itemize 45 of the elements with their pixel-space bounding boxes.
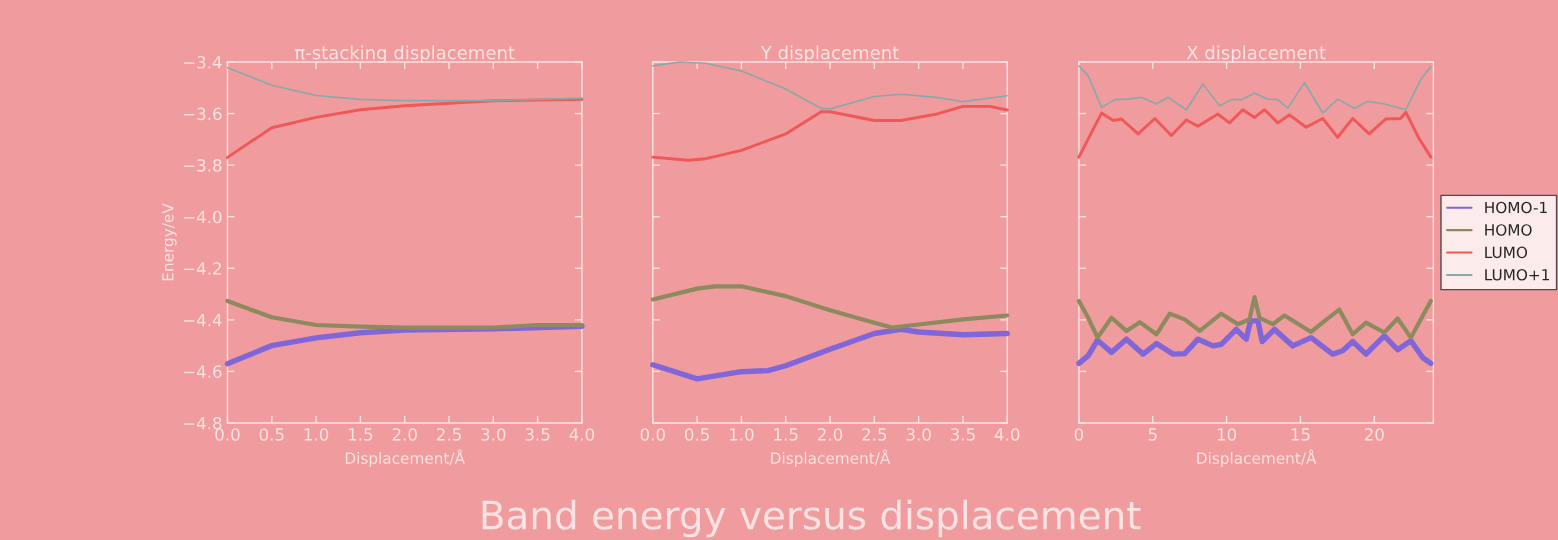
x-axis-title: Displacement/Å (771, 449, 891, 467)
x-tick-label: 5 (1148, 428, 1157, 441)
x-tick-label: 15 (1291, 428, 1310, 441)
legend-label: HOMO (1485, 224, 1532, 236)
line-series (225, 298, 584, 330)
x-tick-label: 0.5 (684, 428, 709, 441)
x-tick-label: 0.0 (215, 428, 240, 441)
x-axis-title: Displacement/Å (345, 449, 465, 467)
chart-title: Y displacement (760, 45, 899, 63)
x-tick-label: 4.0 (569, 428, 595, 441)
x-tick-label: 1.0 (729, 428, 754, 441)
y-tick-label: −4.0 (183, 210, 222, 224)
chart-title: X displacement (1186, 45, 1326, 63)
y-tick-label: −4.4 (183, 314, 222, 327)
y-tick-label: −3.4 (183, 55, 222, 69)
x-tick-label: 4.0 (994, 428, 1020, 441)
x-tick-label: 2.5 (436, 428, 461, 441)
y-tick-label: −4.2 (183, 262, 221, 275)
legend-label: HOMO-1 (1485, 201, 1547, 214)
x-tick-label: 20 (1364, 428, 1384, 441)
x-tick-label: 1.0 (304, 428, 329, 441)
x-tick-label: 0.0 (640, 428, 665, 441)
x-tick-label: 3.5 (525, 428, 550, 441)
y-axis-title: Energy/eV (162, 203, 177, 281)
y-tick-label: −3.6 (183, 107, 222, 121)
y-tick-label: −4.6 (183, 365, 222, 378)
x-tick-label: 2.0 (817, 428, 843, 441)
x-tick-label: 10 (1217, 428, 1237, 441)
y-tick-label: −3.8 (183, 159, 222, 172)
x-tick-label: 3.0 (906, 428, 931, 441)
x-tick-label: 0.5 (259, 428, 284, 441)
y-tick-label: −4.8 (183, 416, 222, 430)
text: Band energy versus displacement (482, 499, 1141, 538)
x-axis-title: Displacement/Å (1197, 449, 1317, 467)
x-tick-label: 1.5 (348, 428, 373, 441)
x-tick-label: 3.0 (481, 428, 506, 441)
legend-label: LUMO (1485, 246, 1528, 259)
x-tick-label: 2.0 (392, 428, 417, 441)
legend-label: LUMO+1 (1485, 269, 1550, 281)
x-tick-label: 3.5 (950, 428, 975, 441)
x-tick-label: 1.5 (774, 428, 798, 441)
chart-title: π-stacking displacement (295, 45, 515, 63)
x-tick-label: 2.5 (862, 428, 887, 441)
x-tick-label: 0 (1074, 428, 1084, 441)
line-series (226, 66, 583, 102)
